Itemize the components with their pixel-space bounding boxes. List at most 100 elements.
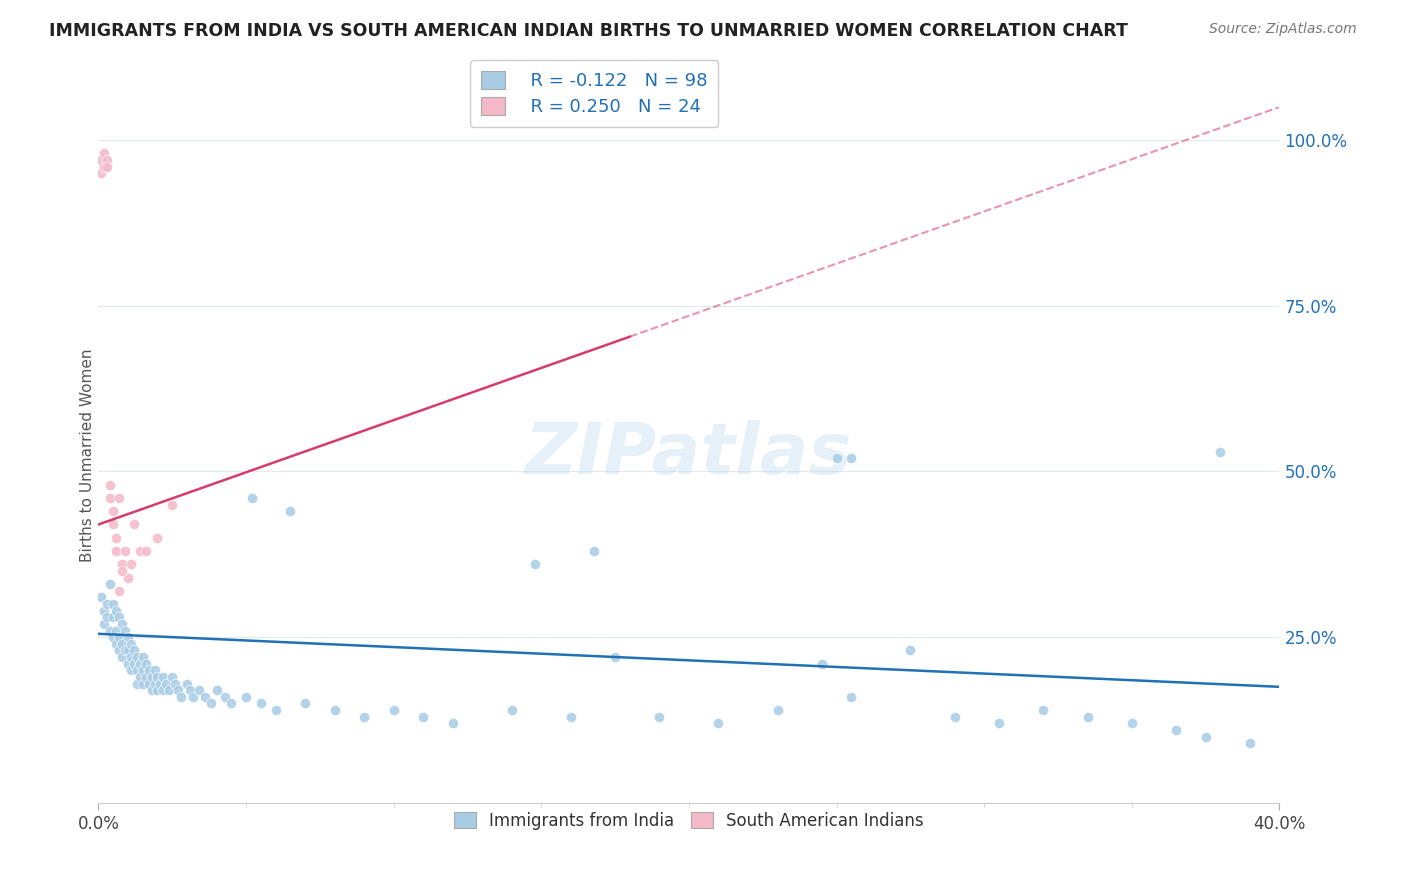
Point [841, 690, 863, 704]
Point [141, 683, 163, 698]
Point [825, 451, 848, 466]
Point [132, 663, 155, 677]
Point [103, 597, 125, 611]
Point [1121, 716, 1143, 731]
Point [810, 657, 832, 671]
Point [988, 716, 1011, 731]
Point [138, 676, 160, 690]
Point [105, 544, 128, 558]
Point [240, 491, 263, 505]
Point [111, 637, 134, 651]
Point [111, 650, 134, 665]
Point [1077, 709, 1099, 723]
Point [943, 709, 966, 723]
Point [96, 153, 118, 167]
Point [111, 616, 134, 631]
Point [125, 663, 148, 677]
Text: ZIPatlas: ZIPatlas [526, 420, 852, 490]
Point [1166, 723, 1188, 737]
Point [90, 153, 112, 167]
Point [132, 676, 155, 690]
Point [120, 637, 142, 651]
Point [98, 491, 121, 505]
Point [176, 676, 198, 690]
Point [90, 166, 112, 180]
Point [128, 657, 150, 671]
Point [1209, 444, 1232, 458]
Point [108, 583, 131, 598]
Point [235, 690, 257, 704]
Point [707, 716, 730, 731]
Point [93, 604, 115, 618]
Point [114, 643, 136, 657]
Point [120, 650, 142, 665]
Point [105, 624, 128, 638]
Point [441, 716, 464, 731]
Point [149, 676, 172, 690]
Point [96, 597, 118, 611]
Point [501, 703, 523, 717]
Point [162, 670, 183, 684]
Point [114, 624, 136, 638]
Point [103, 517, 125, 532]
Point [146, 683, 169, 698]
Point [117, 630, 139, 644]
Point [353, 709, 375, 723]
Point [194, 690, 217, 704]
Point [152, 683, 174, 698]
Point [221, 697, 243, 711]
Point [135, 657, 157, 671]
Point [128, 544, 150, 558]
Point [146, 670, 169, 684]
Point [132, 650, 155, 665]
Point [96, 610, 118, 624]
Point [135, 544, 157, 558]
Point [122, 657, 145, 671]
Point [141, 670, 163, 684]
Point [117, 657, 139, 671]
Point [264, 703, 287, 717]
Point [205, 683, 228, 698]
Point [128, 670, 150, 684]
Point [108, 491, 131, 505]
Point [93, 146, 115, 161]
Point [1032, 703, 1054, 717]
Point [583, 544, 606, 558]
Point [105, 637, 128, 651]
Point [841, 451, 863, 466]
Point [111, 564, 134, 578]
Text: IMMIGRANTS FROM INDIA VS SOUTH AMERICAN INDIAN BIRTHS TO UNMARRIED WOMEN CORRELA: IMMIGRANTS FROM INDIA VS SOUTH AMERICAN … [49, 22, 1128, 40]
Point [143, 676, 166, 690]
Point [117, 570, 139, 584]
Point [382, 703, 405, 717]
Point [143, 663, 166, 677]
Point [125, 676, 148, 690]
Point [412, 709, 434, 723]
Point [155, 676, 177, 690]
Point [96, 160, 118, 174]
Point [117, 643, 139, 657]
Point [105, 604, 128, 618]
Point [524, 558, 547, 572]
Point [181, 690, 204, 704]
Point [648, 709, 671, 723]
Point [122, 643, 145, 657]
Text: Source: ZipAtlas.com: Source: ZipAtlas.com [1209, 22, 1357, 37]
Point [114, 544, 136, 558]
Point [120, 663, 142, 677]
Point [103, 630, 125, 644]
Point [187, 683, 209, 698]
Point [162, 498, 183, 512]
Point [111, 558, 134, 572]
Point [323, 703, 346, 717]
Point [1195, 730, 1218, 744]
Point [179, 683, 201, 698]
Y-axis label: Births to Unmarried Women: Births to Unmarried Women [80, 348, 94, 562]
Point [138, 663, 160, 677]
Point [766, 703, 789, 717]
Point [250, 697, 273, 711]
Point [93, 160, 115, 174]
Point [120, 558, 142, 572]
Point [125, 650, 148, 665]
Point [560, 709, 582, 723]
